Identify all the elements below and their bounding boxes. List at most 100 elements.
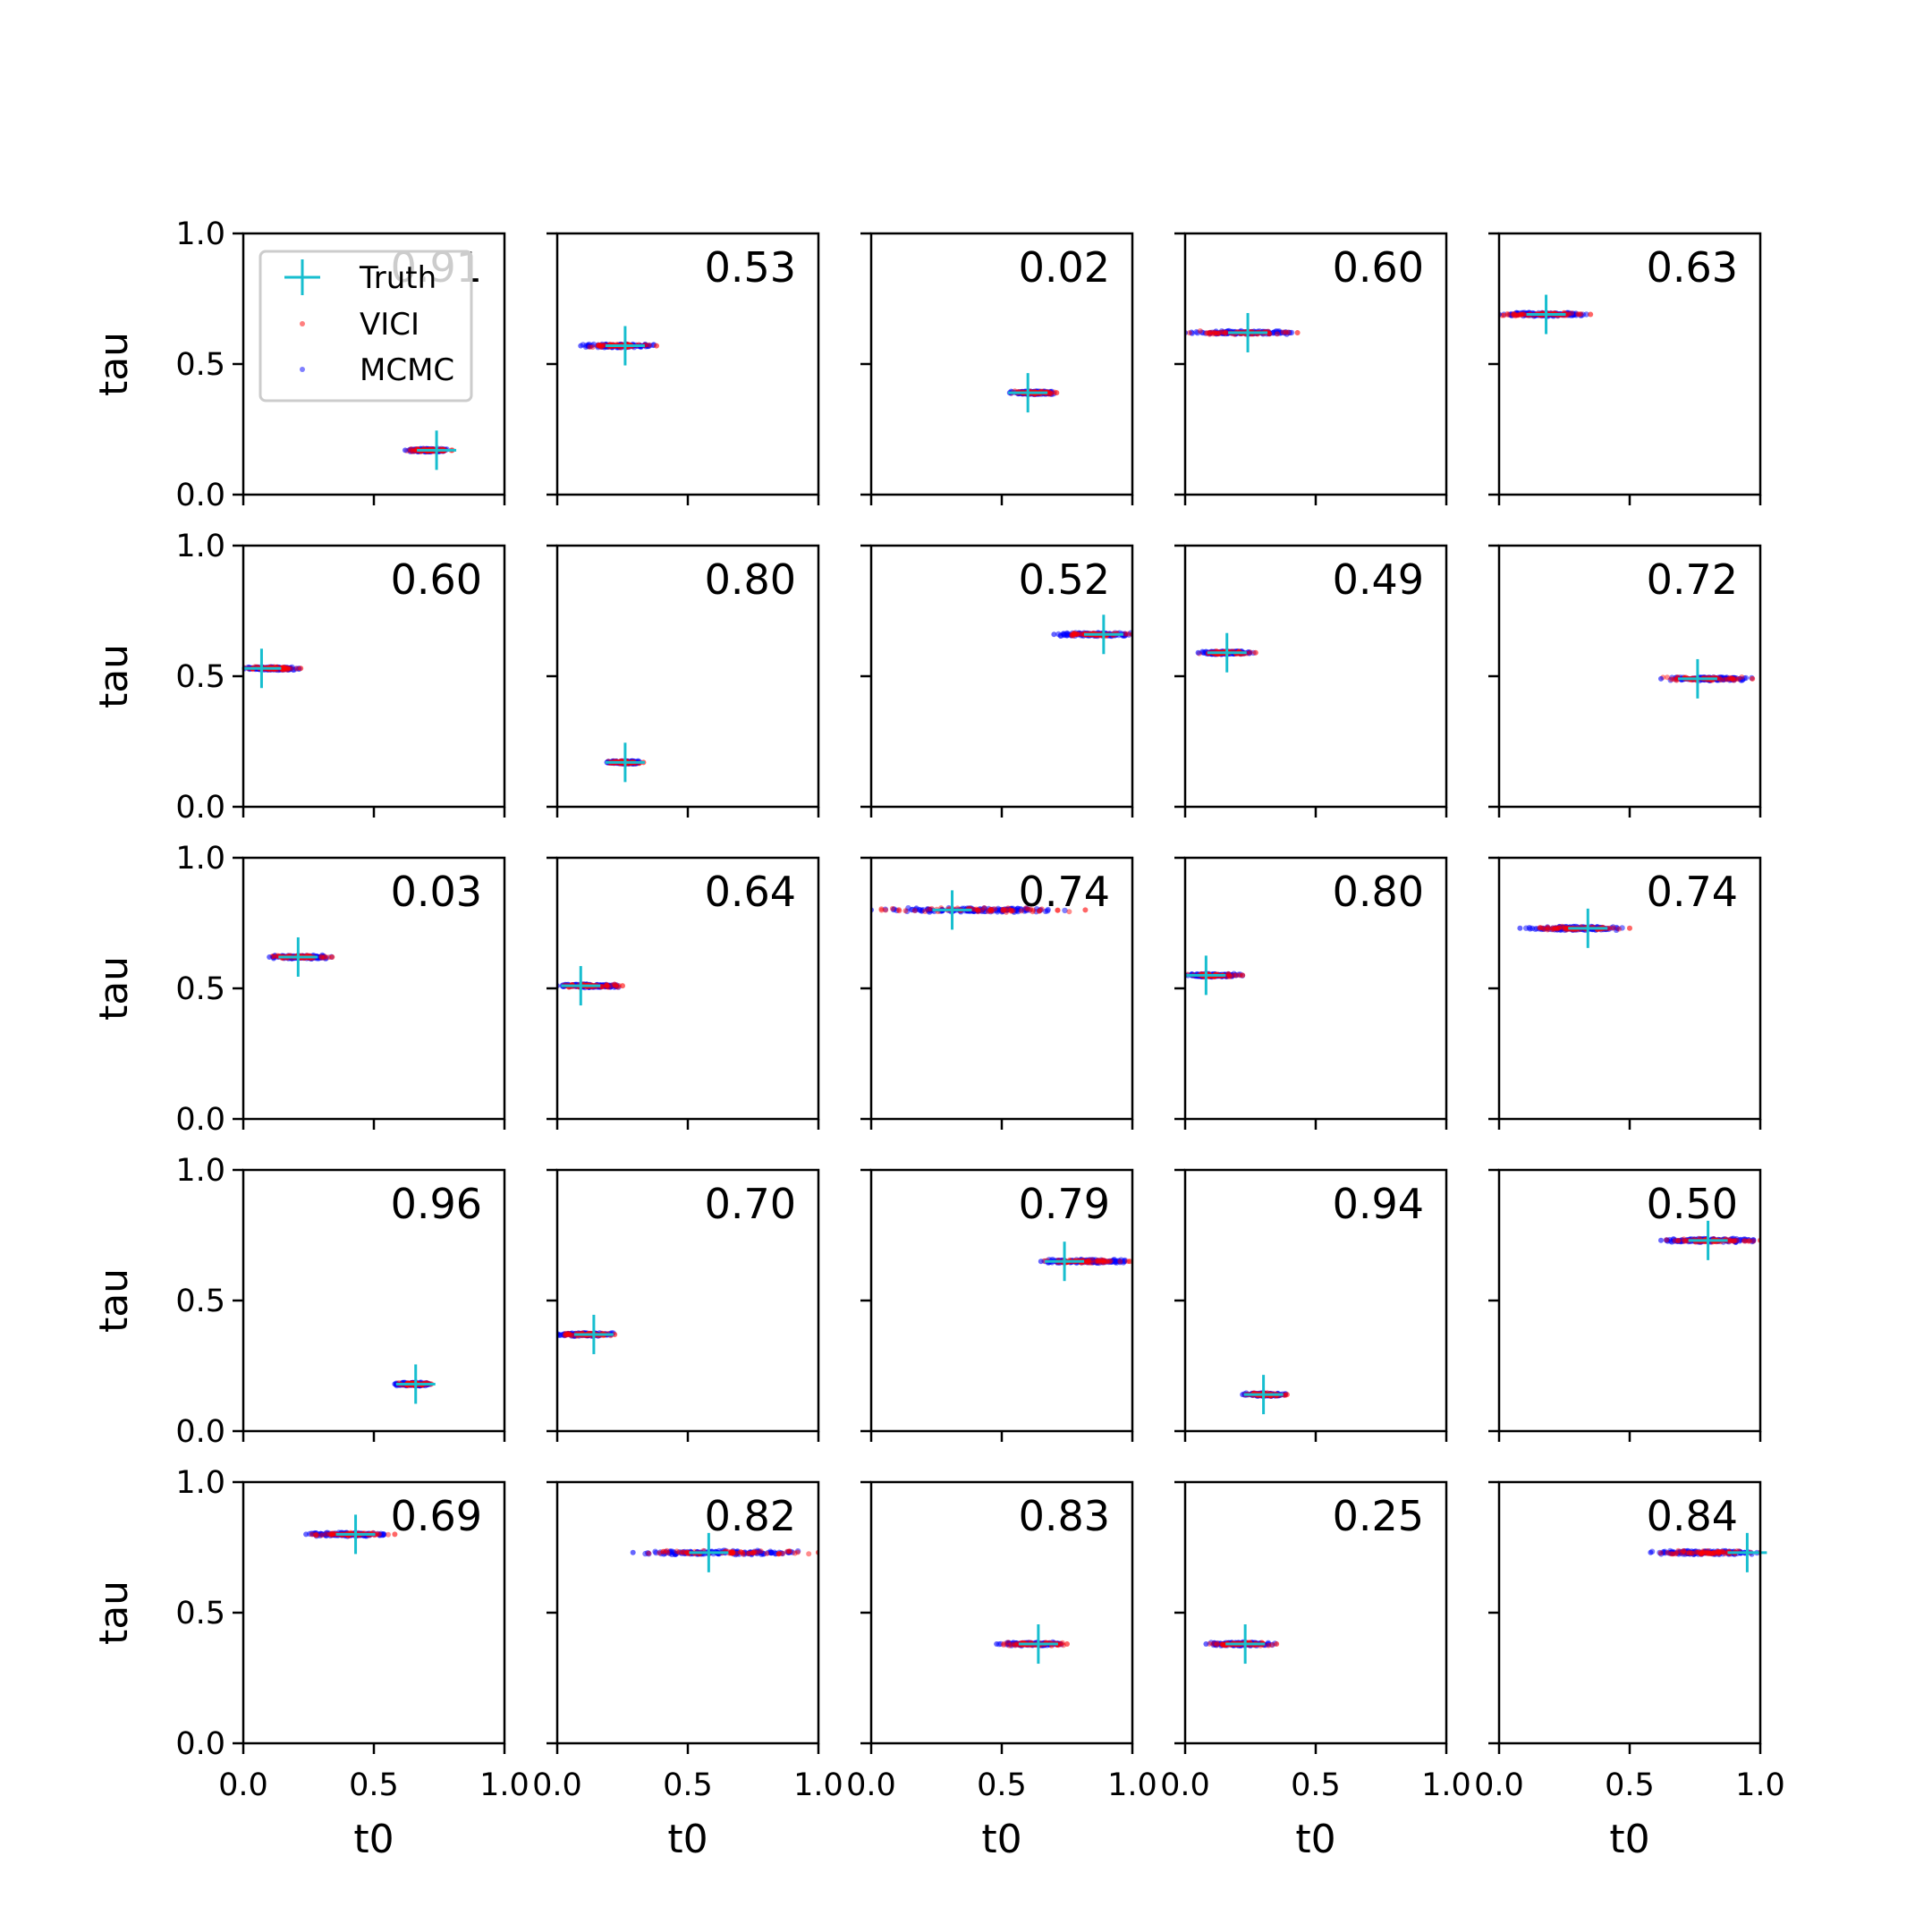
vici-point [596,343,602,349]
vici-point [775,1551,782,1557]
vici-point [1005,905,1011,911]
vici-point [1545,927,1551,933]
vici-point [1208,329,1214,335]
vici-point [1729,1238,1735,1244]
vici-point [1565,311,1572,318]
mcmc-point [578,343,584,349]
mcmc-point [1193,328,1199,335]
overlap-value-label: 0.03 [391,868,482,916]
vici-point [1681,1236,1687,1242]
mcmc-point [758,1551,765,1557]
truth-marker [1677,658,1717,699]
vici-point [1716,675,1723,682]
vici-point [562,1332,568,1338]
mcmc-point [320,953,326,960]
vici-point [1005,1640,1012,1646]
vici-point [280,666,286,673]
vici-point [889,905,895,911]
mcmc-point [1288,329,1295,336]
mcmc-point [1199,329,1207,336]
mcmc-point [315,953,321,961]
mcmc-point [741,1551,748,1557]
vici-point [1013,1640,1020,1647]
vici-point [1071,631,1077,636]
vici-point [988,908,995,914]
vici-point [1023,905,1029,911]
vici-point [589,344,596,351]
vici-point [1718,677,1724,683]
truth-marker [689,1532,729,1572]
vici-point [1745,1238,1751,1244]
vici-point [729,1550,735,1556]
mcmc-point [785,1549,792,1556]
vici-point [1521,311,1527,318]
panel: 0.50 [1488,1168,1762,1442]
vici-point [792,1550,798,1556]
vici-point [329,1530,335,1537]
y-tick-label: 1.0 [175,1465,225,1501]
vici-point [1222,330,1228,336]
mcmc-point [919,907,927,913]
vici-point [1553,925,1559,931]
x-axis-label: t0 [353,1817,394,1862]
vici-point [1553,926,1559,932]
truth-marker [1186,955,1226,996]
vici-point [1186,330,1192,336]
vici-point [1210,331,1216,337]
y-tick-label: 1.0 [175,529,225,564]
x-tick-label: 0.5 [663,1767,713,1803]
vici-point [1008,907,1014,913]
x-tick-label: 1.0 [793,1767,843,1803]
vici-point [1283,329,1289,335]
mcmc-point [994,1641,1000,1647]
vici-point [794,1549,801,1555]
vici-point [1627,925,1632,931]
truth-marker [1045,1241,1085,1282]
vici-point [896,907,902,913]
vici-point [1089,1257,1095,1263]
vici-point [992,906,998,912]
vici-point [1223,330,1229,335]
vici-point [1215,330,1221,336]
mcmc-point [1087,1257,1093,1263]
mcmc-point [1004,906,1012,912]
vici-point [281,665,287,671]
vici-point [329,954,335,960]
vici-point [1217,329,1224,335]
mcmc-point [1517,925,1523,931]
vici-point [1733,676,1739,682]
vici-point [1223,329,1229,335]
vici-point [1036,908,1042,914]
mcmc-point [1719,675,1726,682]
vici-point [1038,906,1045,912]
vici-point [1741,1238,1747,1244]
mcmc-point [606,982,612,988]
overlap-value-label: 0.79 [1019,1180,1110,1228]
panel-grid: 0.00.51.0tau0.910.530.020.600.630.00.51.… [91,216,1785,1862]
vici-point [1048,391,1054,397]
mcmc-point [912,907,919,913]
vici-point [1501,312,1507,318]
vici-point [1100,1258,1106,1265]
vici-point [604,982,610,988]
vici-point [657,1550,663,1556]
vici-point [1225,971,1232,978]
vici-point [1231,972,1237,979]
vici-point [1735,676,1741,682]
truth-marker [1243,1375,1284,1415]
y-axis-label: tau [91,956,137,1021]
vici-point [754,1549,760,1555]
mcmc-point [1658,1237,1664,1243]
vici-point [597,343,604,350]
vici-point [1563,927,1570,933]
vici-point [1085,1258,1091,1264]
y-tick-label: 1.0 [175,216,225,252]
vici-point [604,984,610,989]
mcmc-point [657,1550,665,1557]
overlap-value-label: 0.96 [391,1180,482,1228]
mcmc-point [330,1531,336,1538]
vici-point [1212,330,1218,336]
overlap-value-label: 0.80 [705,555,796,604]
vici-point [1731,677,1737,683]
